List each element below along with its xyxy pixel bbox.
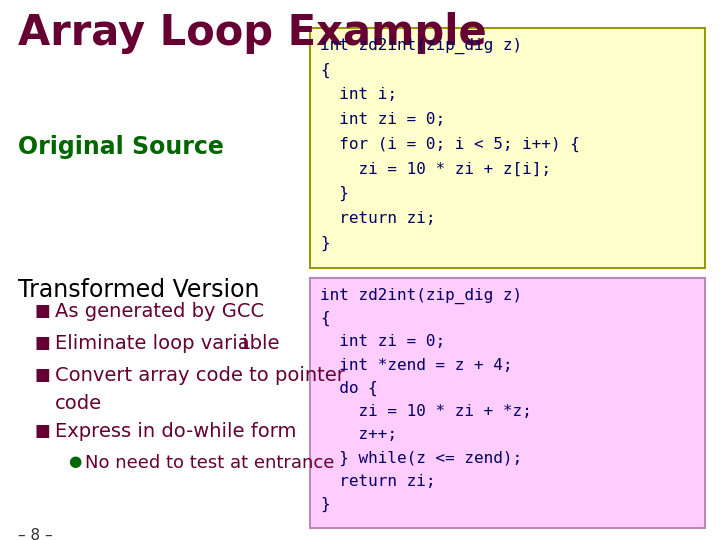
Text: return zi;: return zi;: [320, 211, 436, 226]
Text: Express in do-while form: Express in do-while form: [55, 422, 297, 441]
Text: – 8 –: – 8 –: [18, 528, 53, 540]
Text: int zi = 0;: int zi = 0;: [320, 334, 445, 349]
Text: zi = 10 * zi + *z;: zi = 10 * zi + *z;: [320, 404, 532, 419]
Text: ■: ■: [35, 422, 50, 440]
Text: Original Source: Original Source: [18, 135, 224, 159]
Text: ■: ■: [35, 334, 50, 352]
Text: ●: ●: [68, 454, 81, 469]
Text: No need to test at entrance: No need to test at entrance: [85, 454, 334, 472]
Text: Transformed Version: Transformed Version: [18, 278, 259, 302]
Text: {: {: [320, 63, 330, 78]
Text: ■: ■: [35, 302, 50, 320]
Text: int i;: int i;: [320, 87, 397, 103]
Text: }: }: [320, 497, 330, 512]
Text: int zd2int(zip_dig z): int zd2int(zip_dig z): [320, 288, 522, 304]
Text: Array Loop Example: Array Loop Example: [18, 12, 487, 54]
Text: int zi = 0;: int zi = 0;: [320, 112, 445, 127]
Text: As generated by GCC: As generated by GCC: [55, 302, 264, 321]
Text: zi = 10 * zi + z[i];: zi = 10 * zi + z[i];: [320, 161, 551, 177]
Text: for (i = 0; i < 5; i++) {: for (i = 0; i < 5; i++) {: [320, 137, 580, 152]
Text: Eliminate loop variable: Eliminate loop variable: [55, 334, 286, 353]
Bar: [310, 278, 705, 528]
Text: int *zend = z + 4;: int *zend = z + 4;: [320, 357, 513, 373]
Text: i: i: [238, 334, 250, 353]
Text: }: }: [320, 186, 349, 201]
Text: z++;: z++;: [320, 427, 397, 442]
Text: code: code: [55, 394, 102, 413]
Text: ■: ■: [35, 366, 50, 384]
Text: int zd2int(zip_dig z): int zd2int(zip_dig z): [320, 38, 522, 54]
Text: } while(z <= zend);: } while(z <= zend);: [320, 450, 522, 465]
Text: }: }: [320, 235, 330, 251]
Text: return zi;: return zi;: [320, 474, 436, 489]
Text: {: {: [320, 311, 330, 326]
Bar: [310, 28, 705, 268]
Text: Convert array code to pointer: Convert array code to pointer: [55, 366, 345, 385]
Text: do {: do {: [320, 381, 378, 396]
